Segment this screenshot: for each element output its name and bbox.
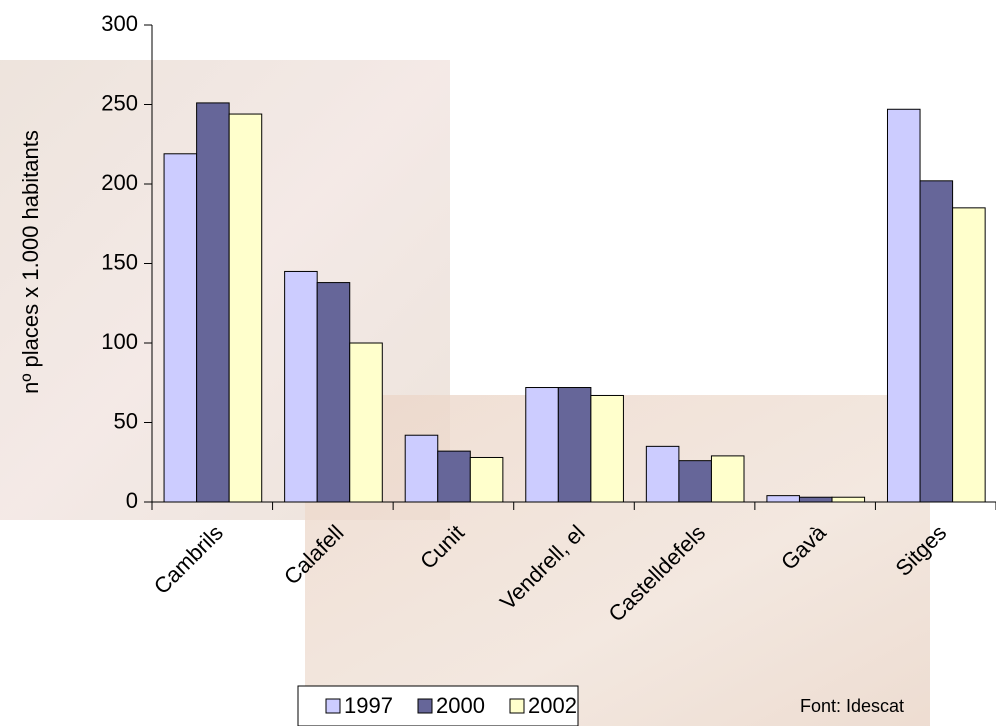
bar <box>710 455 745 503</box>
bar <box>557 387 592 503</box>
bar <box>798 496 833 503</box>
bar <box>919 180 954 503</box>
y-tick-label: 100 <box>101 329 138 354</box>
bar <box>678 460 712 503</box>
bar <box>284 270 318 503</box>
legend-label: 1997 <box>344 693 393 718</box>
bar <box>316 282 351 503</box>
bar <box>437 450 471 503</box>
bar <box>952 207 986 503</box>
bar <box>766 495 800 503</box>
y-tick-label: 300 <box>101 11 138 36</box>
bar <box>404 434 439 503</box>
source-note: Font: Idescat <box>800 696 904 716</box>
x-tick-label: Cambrils <box>149 520 228 599</box>
legend-swatch <box>509 698 525 714</box>
legend <box>297 685 579 726</box>
bar <box>349 342 383 503</box>
legend-label: 2000 <box>436 693 485 718</box>
legend-swatch <box>417 698 433 714</box>
bar <box>163 153 198 503</box>
y-axis-label: nº places x 1.000 habitants <box>18 130 43 394</box>
legend-swatch <box>325 698 341 714</box>
bar <box>469 456 504 503</box>
y-tick-label: 0 <box>126 488 138 513</box>
y-tick-label: 150 <box>101 249 138 274</box>
y-tick-label: 200 <box>101 170 138 195</box>
bar <box>886 108 921 503</box>
bar <box>831 496 866 503</box>
bar <box>645 445 680 503</box>
bar <box>590 394 624 503</box>
bar <box>196 102 230 503</box>
y-tick-label: 250 <box>101 90 138 115</box>
y-tick-label: 50 <box>114 408 138 433</box>
legend-label: 2002 <box>528 693 577 718</box>
bar <box>525 387 559 503</box>
bar <box>228 113 263 503</box>
